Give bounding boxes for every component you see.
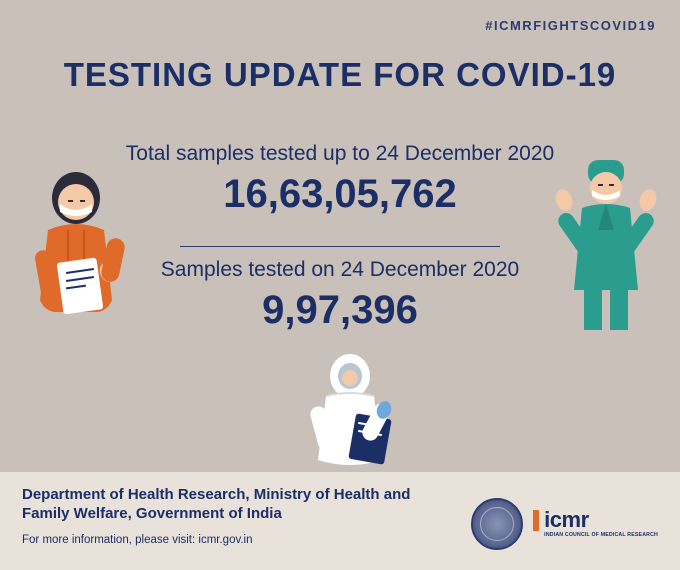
footer: Department of Health Research, Ministry … <box>0 472 680 570</box>
stat-divider <box>180 246 500 247</box>
footer-logos: icmr INDIAN COUNCIL OF MEDICAL RESEARCH <box>471 498 658 550</box>
hashtag-text: #ICMRFIGHTSCOVID19 <box>485 18 656 33</box>
illustration-woman-clipboard <box>8 160 148 360</box>
icmr-logo-text: icmr <box>533 510 588 531</box>
footer-department: Department of Health Research, Ministry … <box>22 486 442 524</box>
icmr-logo: icmr INDIAN COUNCIL OF MEDICAL RESEARCH <box>533 510 658 538</box>
illustration-ppe-worker <box>290 350 410 480</box>
gov-seal-icon <box>471 498 523 550</box>
icmr-logo-subtitle: INDIAN COUNCIL OF MEDICAL RESEARCH <box>544 532 658 538</box>
page-title: TESTING UPDATE FOR COVID-19 <box>0 56 680 94</box>
illustration-surgeon <box>546 150 666 350</box>
